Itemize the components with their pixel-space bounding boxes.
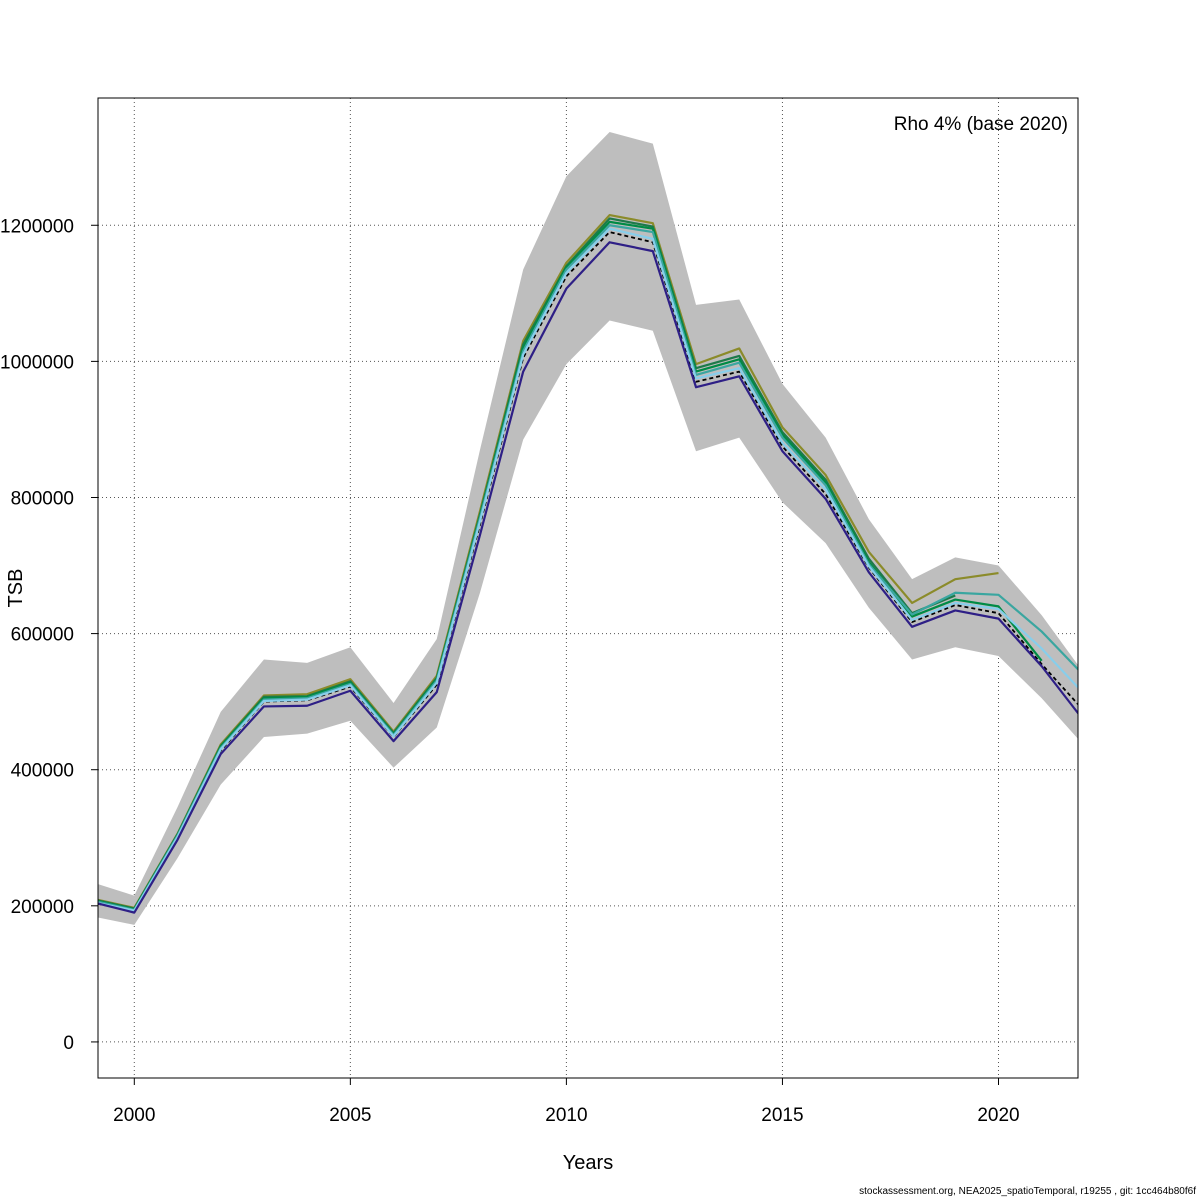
y-axis-title: TSB [5,569,27,608]
plot-frame [97,97,1079,1079]
y-tick-label: 0 [63,1033,74,1054]
y-tick-label: 800000 [11,488,74,509]
confidence-band [98,132,1078,925]
y-axis: 0 200000 400000 600000 800000 1000000 1200000 [0,216,98,1054]
x-tick-label: 2010 [545,1105,587,1126]
y-tick-label: 1200000 [0,216,74,237]
x-tick-label: 2005 [329,1105,371,1126]
series-line-6 [98,227,1078,912]
x-axis: 2000 2005 2010 2015 2020 [113,1078,1020,1126]
x-axis-title: Years [563,1152,613,1174]
grid-lines [98,98,1078,1078]
series-line-7 [98,241,1078,914]
x-tick-label: 2000 [113,1105,155,1126]
footer-credit: stockassessment.org, NEA2025_spatioTempo… [859,1186,1196,1197]
y-tick-label: 1000000 [0,352,74,373]
y-tick-label: 400000 [11,761,74,782]
chart-annotation: Rho 4% (base 2020) [894,114,1068,135]
y-tick-label: 200000 [11,897,74,918]
x-tick-label: 2015 [761,1105,803,1126]
x-tick-label: 2020 [977,1105,1019,1126]
y-tick-label: 600000 [11,625,74,646]
